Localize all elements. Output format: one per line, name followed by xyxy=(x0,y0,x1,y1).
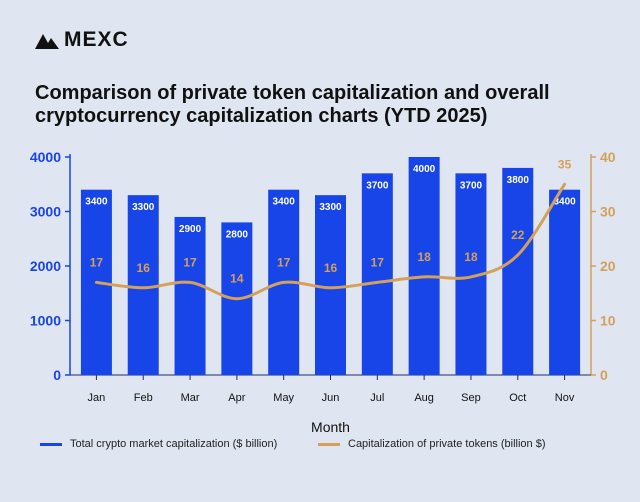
bar xyxy=(315,195,346,375)
y-left-tick-label: 4000 xyxy=(30,149,61,165)
y-right-tick-label: 40 xyxy=(600,149,616,165)
bar xyxy=(408,157,440,375)
y-right-tick-label: 0 xyxy=(600,367,608,383)
bar-value-label: 3700 xyxy=(460,180,483,191)
x-tick-label: Jan xyxy=(88,392,106,404)
bar-value-label: 3800 xyxy=(507,175,530,186)
bar-value-label: 2800 xyxy=(226,229,249,240)
bar-value-label: 3400 xyxy=(273,197,296,208)
brand-name: MEXC xyxy=(64,28,129,51)
y-left-tick-label: 2000 xyxy=(30,258,61,274)
mexc-mountain-icon xyxy=(35,34,59,49)
bar xyxy=(127,195,159,375)
bar-value-label: 4000 xyxy=(413,164,436,175)
bar xyxy=(361,173,393,375)
y-left-tick-label: 0 xyxy=(53,367,61,383)
bar-value-label: 3400 xyxy=(85,197,108,208)
bar-value-label: 3300 xyxy=(319,202,342,213)
y-left-tick-label: 3000 xyxy=(30,204,61,220)
line-value-label: 16 xyxy=(137,261,151,275)
line-value-label: 14 xyxy=(230,272,244,286)
x-axis-label: Month xyxy=(311,419,350,435)
line-value-label: 16 xyxy=(324,261,338,275)
line-value-label: 18 xyxy=(417,250,431,264)
y-right-tick-label: 20 xyxy=(600,258,616,274)
x-tick-label: Apr xyxy=(228,392,245,404)
x-tick-label: Mar xyxy=(181,392,200,404)
bar-value-label: 2900 xyxy=(179,224,202,235)
x-tick-label: Nov xyxy=(555,392,575,404)
y-right-tick-label: 30 xyxy=(600,204,616,220)
legend-item-bars: Total crypto market capitalization ($ bi… xyxy=(40,438,277,450)
bar xyxy=(502,167,534,375)
line-value-label: 35 xyxy=(558,157,572,171)
line-value-label: 18 xyxy=(464,250,478,264)
line-value-label: 17 xyxy=(90,255,104,269)
legend-label-line: Capitalization of private tokens (billio… xyxy=(348,438,546,450)
x-tick-label: Oct xyxy=(509,392,526,404)
y-right-tick-label: 10 xyxy=(600,313,616,329)
chart-title: Comparison of private token capitalizati… xyxy=(35,82,550,127)
x-tick-label: Jun xyxy=(322,392,340,404)
x-tick-label: Jul xyxy=(370,392,384,404)
x-tick-label: May xyxy=(273,392,294,404)
brand-logo: MEXC xyxy=(35,28,129,52)
bar-value-label: 3700 xyxy=(366,180,389,191)
line-value-label: 17 xyxy=(183,255,197,269)
legend-item-line: Capitalization of private tokens (billio… xyxy=(318,438,546,450)
bar xyxy=(549,189,581,375)
bar-value-label: 3300 xyxy=(132,202,155,213)
legend-swatch-bars xyxy=(40,442,62,446)
y-left-tick-label: 1000 xyxy=(30,313,61,329)
legend-swatch-line xyxy=(318,442,340,446)
line-value-label: 17 xyxy=(371,255,385,269)
bar xyxy=(174,216,206,375)
bar-value-label: 3400 xyxy=(553,197,576,208)
x-tick-label: Aug xyxy=(414,392,434,404)
legend-label-bars: Total crypto market capitalization ($ bi… xyxy=(70,438,278,450)
x-tick-label: Feb xyxy=(134,392,153,404)
line-series-path xyxy=(94,182,567,301)
line-value-label: 22 xyxy=(511,228,525,242)
line-value-label: 17 xyxy=(277,255,291,269)
x-tick-label: Sep xyxy=(461,392,481,404)
